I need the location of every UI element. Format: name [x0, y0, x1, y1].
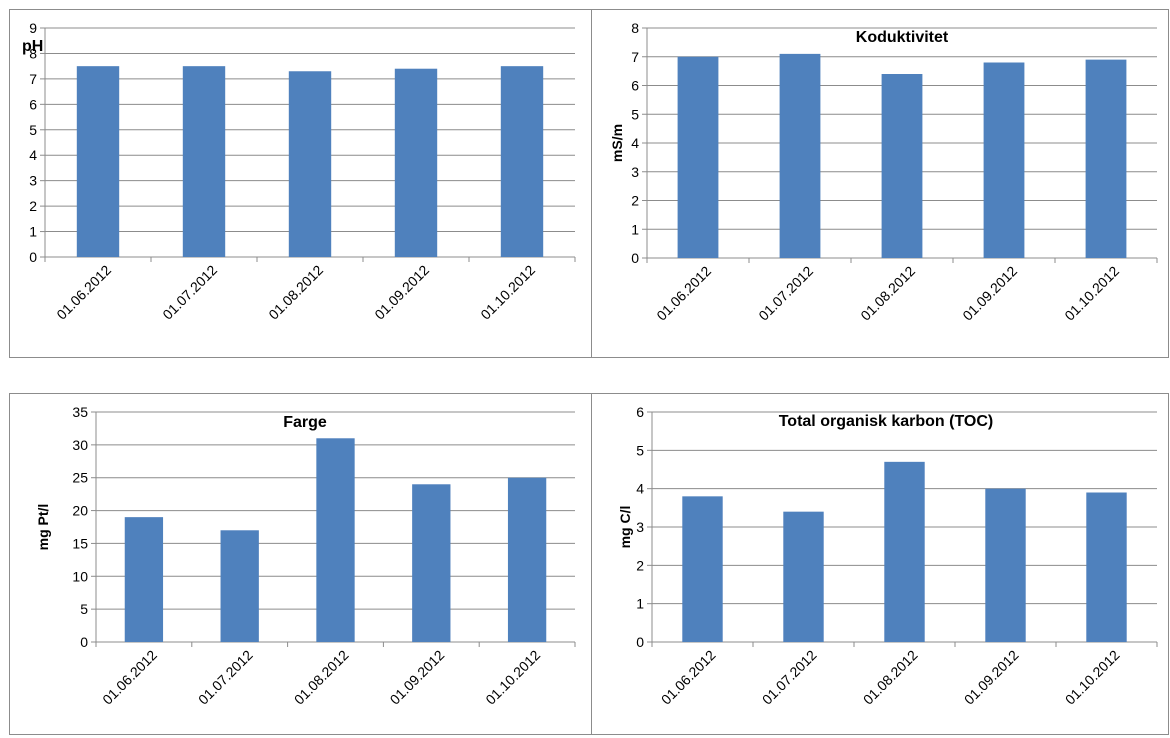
bar [884, 461, 925, 642]
bar [783, 511, 824, 642]
y-tick-label: 0 [29, 249, 37, 265]
x-category-label: 01.10.2012 [1061, 263, 1122, 324]
y-tick-label: 0 [636, 634, 644, 650]
y-tick-label: 8 [631, 20, 639, 36]
bar [316, 438, 355, 642]
bar [881, 74, 923, 258]
x-category-label: 01.06.2012 [53, 262, 114, 323]
x-category-label: 01.10.2012 [1062, 647, 1123, 708]
bar [677, 56, 719, 258]
y-tick-label: 25 [72, 470, 88, 486]
chart-farge: 0 5 10 15 20 25 30 35 01.06.2012 01.07.2012 01.08.… [35, 404, 576, 708]
y-tick-label: 0 [631, 250, 639, 266]
x-category-label: 01.08.2012 [291, 647, 352, 708]
x-category-label: 01.06.2012 [99, 647, 160, 708]
y-tick-label: 20 [72, 503, 88, 519]
y-tick-label: 10 [72, 568, 88, 584]
y-tick-label: 35 [72, 404, 88, 420]
y-tick-label: 1 [29, 224, 37, 240]
chart-ph: 0 1 2 3 4 5 6 7 8 9 01.06.2012 01.07.2012 01.08.2012… [22, 20, 576, 323]
x-category-label: 01.10.2012 [482, 647, 543, 708]
y-tick-label: 1 [631, 221, 639, 237]
chart-toc: 0 1 2 3 4 5 6 01.06.2012 01.07.2012 01.08.2012 01.… [617, 404, 1158, 708]
bar [1085, 59, 1127, 258]
y-tick-label: 15 [72, 535, 88, 551]
x-category-label: 01.06.2012 [653, 263, 714, 324]
y-tick-label: 3 [29, 173, 37, 189]
bar [983, 62, 1025, 258]
chart-panel-ph: 0 1 2 3 4 5 6 7 8 9 01.06.2012 01.07.2012 01.08.2012… [9, 9, 592, 358]
y-tick-label: 5 [80, 601, 88, 617]
bar [412, 484, 451, 642]
y-tick-label: 4 [29, 147, 37, 163]
bar [1086, 492, 1127, 642]
y-tick-label: 8 [29, 45, 37, 61]
x-category-label: 01.07.2012 [195, 647, 256, 708]
chart-panel-koduktivitet: 0 1 2 3 4 5 6 7 8 01.06.2012 01.07.2012 01.08.2012 0… [591, 9, 1169, 358]
x-category-label: 01.09.2012 [961, 647, 1022, 708]
y-tick-label: 7 [631, 49, 639, 65]
y-tick-label: 6 [636, 404, 644, 420]
bar [682, 496, 723, 642]
x-category-label: 01.08.2012 [860, 647, 921, 708]
y-tick-label: 3 [636, 519, 644, 535]
x-category-label: 01.07.2012 [759, 647, 820, 708]
y-tick-label: 0 [80, 634, 88, 650]
y-tick-label: 6 [631, 78, 639, 94]
y-tick-label: 3 [631, 164, 639, 180]
x-category-label: 01.08.2012 [265, 262, 326, 323]
bar [124, 517, 164, 642]
y-tick-label: 2 [29, 198, 37, 214]
bar [507, 477, 547, 642]
y-tick-label: 7 [29, 71, 37, 87]
y-axis-title: mg Pt/l [35, 504, 51, 551]
chart-title: Total organisk karbon (TOC) [779, 413, 994, 430]
y-axis-title: mS/m [609, 124, 625, 162]
chart-koduktivitet: 0 1 2 3 4 5 6 7 8 01.06.2012 01.07.2012 01.08.2012 0… [609, 20, 1158, 324]
bar [500, 66, 544, 257]
y-tick-label: 30 [72, 437, 88, 453]
x-category-label: 01.07.2012 [755, 263, 816, 324]
chart-panel-toc: 0 1 2 3 4 5 6 01.06.2012 01.07.2012 01.08.2012 01.… [591, 393, 1169, 735]
y-tick-label: 5 [636, 442, 644, 458]
y-tick-label: 4 [636, 481, 644, 497]
x-category-label: 01.08.2012 [857, 263, 918, 324]
x-category-label: 01.09.2012 [371, 262, 432, 323]
y-tick-label: 5 [29, 122, 37, 138]
x-category-label: 01.09.2012 [387, 647, 448, 708]
bar [779, 53, 821, 258]
y-tick-label: 1 [636, 596, 644, 612]
bar [76, 66, 120, 257]
chart-title: Koduktivitet [856, 29, 949, 46]
chart-panel-farge: 0 5 10 15 20 25 30 35 01.06.2012 01.07.2012 01.08.… [9, 393, 592, 735]
x-category-label: 01.09.2012 [959, 263, 1020, 324]
x-category-label: 01.07.2012 [159, 262, 220, 323]
y-tick-label: 4 [631, 135, 639, 151]
bar [220, 530, 259, 642]
y-axis-title: mg C/l [617, 506, 633, 549]
y-tick-label: 2 [636, 557, 644, 573]
x-category-label: 01.06.2012 [658, 647, 719, 708]
y-tick-label: 5 [631, 106, 639, 122]
y-tick-label: 2 [631, 193, 639, 209]
bar [288, 71, 332, 257]
chart-title: Farge [283, 414, 327, 431]
y-tick-label: 6 [29, 96, 37, 112]
bar [985, 488, 1026, 642]
x-category-label: 01.10.2012 [477, 262, 538, 323]
y-tick-label: 9 [29, 20, 37, 36]
bar [182, 66, 226, 257]
bar [394, 68, 438, 257]
chart-title: pH [22, 38, 43, 55]
